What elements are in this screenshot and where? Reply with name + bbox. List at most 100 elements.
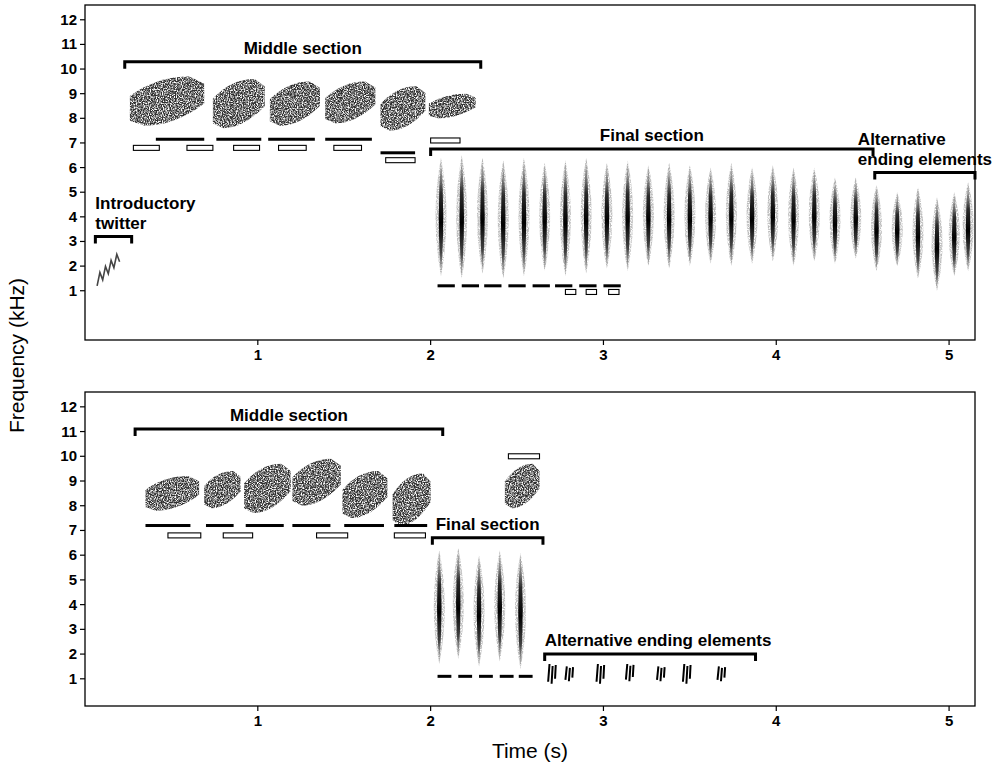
pulse-halo (931, 197, 942, 291)
sweep-syllable (325, 81, 375, 123)
x-tick-label: 2 (426, 712, 434, 729)
pulse-core (688, 165, 693, 266)
x-tick-label: 2 (426, 346, 434, 363)
pulse (601, 163, 612, 269)
y-tick-label: 10 (60, 447, 77, 464)
pulse-halo (515, 553, 526, 669)
element-mark-filled (438, 675, 452, 678)
y-tick-label: 3 (69, 620, 77, 637)
section-bracket (95, 237, 131, 244)
y-tick-label: 1 (69, 670, 77, 687)
pulse (515, 553, 526, 669)
pulse-halo (830, 177, 841, 263)
pulse-halo (436, 158, 447, 276)
x-axis-title: Time (s) (492, 739, 568, 762)
y-tick (80, 93, 85, 94)
x-tick (257, 706, 258, 711)
sweep-syllable (244, 464, 291, 513)
y-tick (80, 216, 85, 217)
pulse-core (518, 553, 523, 669)
pulse-halo (560, 160, 571, 276)
x-tick-label: 1 (254, 346, 262, 363)
x-tick (776, 706, 777, 711)
pulse-halo (664, 163, 675, 269)
sweep-syllable (343, 471, 388, 518)
sweep-syllable (292, 459, 340, 506)
sweep-syllable (429, 94, 476, 119)
label-line: Middle section (230, 406, 348, 425)
y-tick-label: 12 (60, 398, 77, 415)
pulse (931, 197, 942, 291)
element-mark-filled (206, 524, 234, 527)
pulse (581, 158, 592, 274)
y-tick (80, 406, 85, 407)
y-tick-label: 4 (69, 208, 78, 225)
pulse-core (729, 163, 734, 266)
element-mark-filled (268, 138, 315, 141)
pulse-halo (850, 177, 861, 258)
pulse (539, 163, 550, 271)
y-tick-label: 11 (61, 35, 77, 52)
element-mark-open (609, 289, 619, 294)
element-mark-filled (484, 284, 501, 287)
element-mark-open (431, 138, 460, 143)
pulse (474, 555, 485, 666)
label-line: Middle section (244, 39, 362, 58)
pulse-halo (788, 168, 799, 267)
pulse (871, 185, 882, 271)
element-mark-open (334, 145, 362, 150)
pulse-core (854, 177, 859, 258)
pulse (963, 182, 974, 271)
click-element (718, 666, 726, 681)
sweep-syllable (204, 471, 240, 508)
y-tick-label: 10 (60, 60, 77, 77)
x-tick (603, 706, 604, 711)
pulse-core (771, 165, 776, 261)
y-tick (80, 118, 85, 119)
element-mark-open (565, 289, 575, 294)
pulse-core (916, 187, 921, 278)
pulse-core (966, 182, 971, 271)
y-tick (80, 530, 85, 531)
click-element (597, 664, 605, 684)
section-label: Final section (600, 126, 704, 145)
section-label: Final section (436, 515, 540, 534)
sweep-syllable (505, 464, 540, 509)
pulse-core (935, 197, 940, 291)
element-mark-filled (555, 284, 572, 287)
pulse (809, 168, 820, 262)
element-mark-open (386, 158, 415, 163)
pulse (949, 192, 960, 276)
y-tick (80, 604, 85, 605)
element-mark-filled (156, 138, 204, 141)
element-mark-filled (394, 524, 427, 527)
sweep-syllable (146, 476, 200, 511)
y-tick-label: 7 (69, 134, 77, 151)
pulse-halo (912, 187, 923, 278)
x-tick-label: 5 (945, 346, 953, 363)
pulse (456, 155, 467, 278)
y-tick-label: 8 (69, 497, 77, 514)
label-line: Alternative ending elements (545, 631, 772, 650)
pulse (726, 163, 737, 266)
y-tick (80, 241, 85, 242)
element-mark-filled (603, 284, 620, 287)
label-line: Alternative (858, 130, 946, 149)
x-tick-label: 1 (254, 712, 262, 729)
pulse (560, 160, 571, 276)
pulse (767, 165, 778, 261)
element-mark-filled (344, 524, 384, 527)
pulse-halo (949, 192, 960, 276)
pulse-core (477, 555, 482, 666)
x-tick-label: 5 (945, 712, 953, 729)
section-label: Alternativeending elements (858, 130, 992, 169)
y-axis-title: Frequency (kHz) (5, 278, 28, 433)
pulse (453, 548, 464, 659)
click-element (626, 664, 634, 681)
element-mark-open (508, 454, 539, 459)
pulse-core (895, 192, 900, 266)
y-tick-label: 2 (69, 257, 77, 274)
pulse (518, 158, 529, 276)
pulse-core (750, 168, 755, 264)
pulse-core (667, 163, 672, 269)
